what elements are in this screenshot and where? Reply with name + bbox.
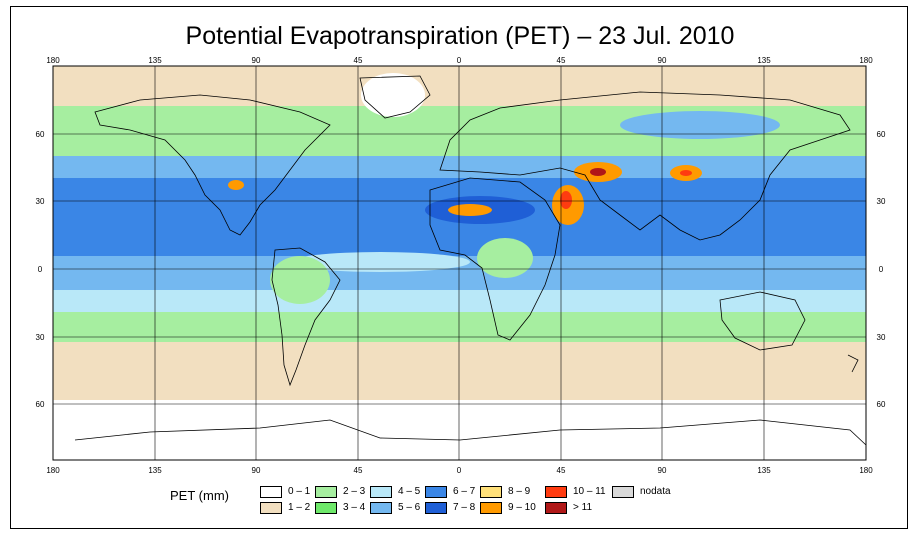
lon-label-top: 135 xyxy=(757,56,771,65)
outline-north-america xyxy=(94,94,331,236)
lon-label-top: 180 xyxy=(46,56,60,65)
legend-label: 5 – 6 xyxy=(398,502,421,513)
lon-label-bottom: 45 xyxy=(354,466,363,475)
legend-label: nodata xyxy=(640,486,671,497)
legend-swatch xyxy=(545,502,567,514)
outline-south-america xyxy=(271,247,341,387)
lat-label-left: 60 xyxy=(36,130,45,139)
lon-label-top: 90 xyxy=(252,56,261,65)
legend-label: 2 – 3 xyxy=(343,486,366,497)
lat-label-left: 0 xyxy=(38,265,43,274)
legend-label: > 11 xyxy=(573,502,592,513)
legend-label: 4 – 5 xyxy=(398,486,421,497)
lat-label-left: 60 xyxy=(36,400,45,409)
patch-eq-pacific xyxy=(290,252,470,272)
legend-title: PET (mm) xyxy=(170,488,229,503)
lat-label-left: 30 xyxy=(36,197,45,206)
lon-label-top: 45 xyxy=(557,56,566,65)
outline-antarctica xyxy=(74,419,866,446)
patch-us-southwest xyxy=(228,180,244,190)
lon-label-top: 180 xyxy=(859,56,873,65)
outline-australia xyxy=(719,291,806,351)
legend-label: 0 – 1 xyxy=(288,486,311,497)
lat-label-right: 30 xyxy=(877,333,886,342)
lon-label-bottom: 0 xyxy=(457,466,462,475)
legend-label: 1 – 2 xyxy=(288,502,311,513)
lon-label-bottom: 45 xyxy=(557,466,566,475)
graticule xyxy=(53,66,866,460)
lat-label-right: 60 xyxy=(877,130,886,139)
band-midlat xyxy=(53,156,866,178)
lon-label-bottom: 135 xyxy=(148,466,162,475)
patch-amazon xyxy=(270,256,330,304)
legend-label: 6 – 7 xyxy=(453,486,476,497)
outline-africa xyxy=(429,177,561,341)
lon-label-bottom: 180 xyxy=(859,466,873,475)
legend-label: 9 – 10 xyxy=(508,502,536,513)
lon-label-bottom: 135 xyxy=(757,466,771,475)
patch-siberia xyxy=(620,111,780,139)
map-title: Potential Evapotranspiration (PET) – 23 … xyxy=(185,22,735,50)
legend-label: 3 – 4 xyxy=(343,502,366,513)
legend-swatch xyxy=(315,486,337,498)
legend-swatch xyxy=(480,502,502,514)
patch-mideast-red xyxy=(590,168,606,176)
lon-label-top: 135 xyxy=(148,56,162,65)
legend-label: 7 – 8 xyxy=(453,502,476,513)
lon-label-top: 0 xyxy=(457,56,462,65)
lon-label-bottom: 90 xyxy=(658,466,667,475)
legend-swatch xyxy=(612,486,634,498)
lon-label-top: 90 xyxy=(658,56,667,65)
patch-arabia-red xyxy=(560,191,572,209)
legend-swatch xyxy=(260,502,282,514)
lon-label-bottom: 90 xyxy=(252,466,261,475)
legend-label: 8 – 9 xyxy=(508,486,531,497)
lat-label-left: 30 xyxy=(36,333,45,342)
legend-swatch xyxy=(370,486,392,498)
legend-swatch xyxy=(260,486,282,498)
band-south-cool xyxy=(53,342,866,400)
outline-eurasia xyxy=(439,91,851,241)
band-south-sub xyxy=(53,290,866,312)
outline-greenland xyxy=(359,75,431,119)
patch-sahara-hot xyxy=(448,204,492,216)
patch-greenland xyxy=(361,73,425,117)
lat-label-right: 60 xyxy=(877,400,886,409)
outline-new-zealand xyxy=(847,354,859,373)
band-south-mid xyxy=(53,312,866,342)
legend-label: 10 – 11 xyxy=(573,486,606,497)
band-arctic xyxy=(53,66,866,106)
patch-gobi-red xyxy=(680,170,692,176)
legend-swatch xyxy=(425,486,447,498)
lon-label-top: 45 xyxy=(354,56,363,65)
lat-label-right: 30 xyxy=(877,197,886,206)
legend-swatch xyxy=(425,502,447,514)
legend-swatch xyxy=(545,486,567,498)
lat-label-right: 0 xyxy=(879,265,884,274)
legend-swatch xyxy=(315,502,337,514)
map-border xyxy=(52,65,867,461)
patch-africa-equator xyxy=(477,238,533,278)
legend-swatch xyxy=(370,502,392,514)
legend-swatch xyxy=(480,486,502,498)
band-antarctic xyxy=(53,400,866,460)
lon-label-bottom: 180 xyxy=(46,466,60,475)
